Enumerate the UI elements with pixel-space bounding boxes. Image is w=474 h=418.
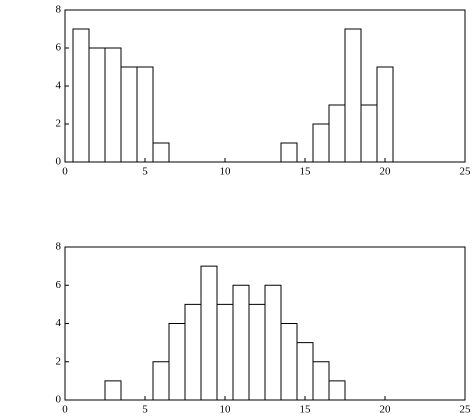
x-tick-label: 10 (220, 404, 232, 416)
y-tick-label: 6 (56, 279, 62, 291)
x-tick-label: 20 (380, 404, 392, 416)
bar (360, 104, 378, 163)
x-tick-label: 15 (300, 166, 312, 178)
bar (344, 28, 362, 163)
y-tick-label: 4 (56, 317, 62, 329)
bar (120, 66, 138, 163)
bar (168, 323, 186, 401)
y-tick-label: 6 (56, 42, 62, 54)
bar (376, 66, 394, 163)
bar (136, 66, 154, 163)
bar (72, 28, 90, 163)
y-tick-label: 4 (56, 80, 62, 92)
y-tick-label: 8 (56, 4, 62, 16)
x-tick-label: 20 (380, 166, 392, 178)
x-tick-label: 5 (142, 166, 148, 178)
x-tick-label: 25 (460, 404, 472, 416)
x-tick-label: 5 (142, 404, 148, 416)
y-tick-label: 2 (56, 355, 62, 367)
y-tick-label: 0 (56, 394, 62, 406)
bar (328, 104, 346, 163)
bar (328, 380, 346, 401)
bar (280, 323, 298, 401)
bar (216, 303, 234, 401)
bar (152, 361, 170, 401)
x-tick-label: 10 (220, 166, 232, 178)
bar (280, 142, 298, 163)
bar (184, 303, 202, 401)
bar (88, 47, 106, 163)
x-tick-label: 0 (62, 404, 68, 416)
x-tick-label: 15 (300, 404, 312, 416)
bar (152, 142, 170, 163)
bar (248, 303, 266, 401)
x-tick-label: 25 (460, 166, 472, 178)
x-tick-label: 0 (62, 166, 68, 178)
y-tick-label: 8 (56, 241, 62, 253)
bar (264, 284, 282, 401)
y-tick-label: 0 (56, 156, 62, 168)
bar (104, 380, 122, 401)
bar (104, 47, 122, 163)
bar (232, 284, 250, 401)
bar (296, 342, 314, 401)
y-tick-label: 2 (56, 118, 62, 130)
bar (200, 265, 218, 401)
bar (312, 361, 330, 401)
bar (312, 123, 330, 163)
